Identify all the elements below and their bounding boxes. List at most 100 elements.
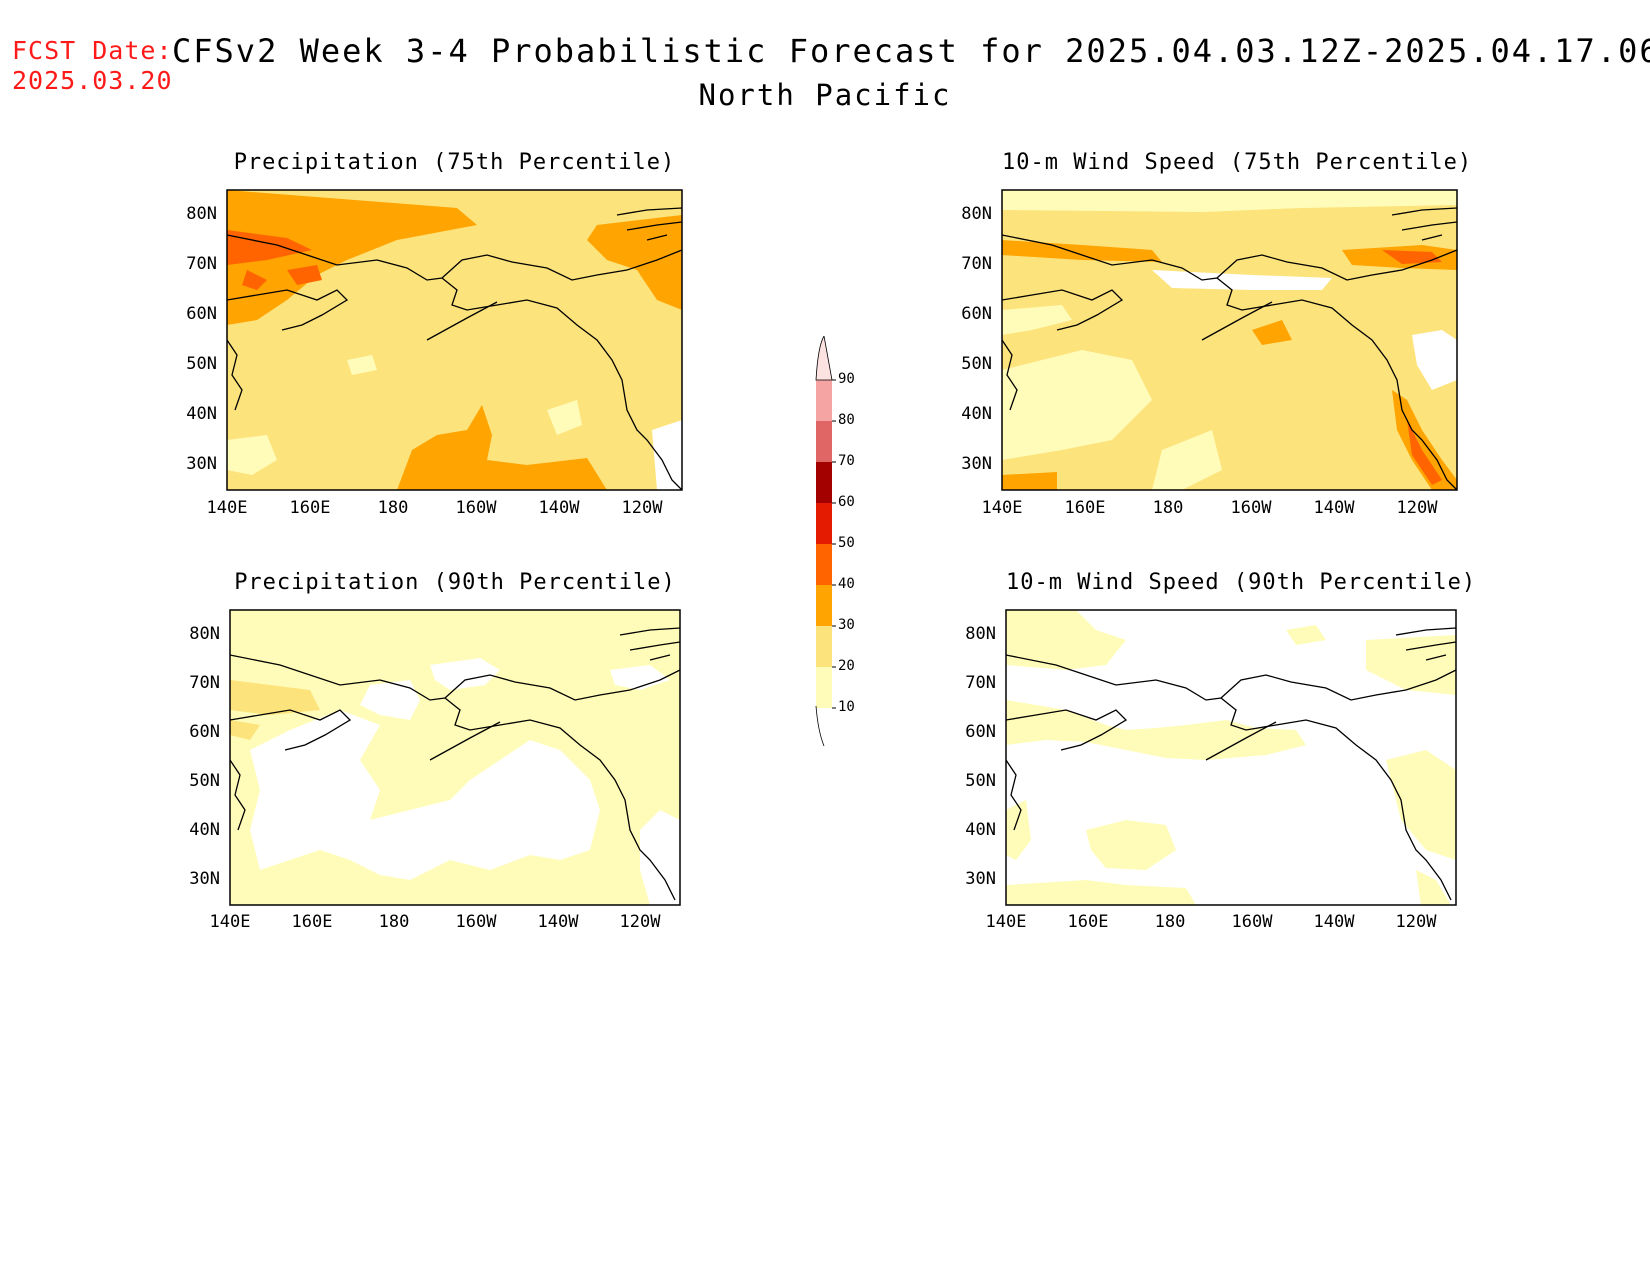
contour-0-se <box>652 420 682 490</box>
map-frame <box>226 189 683 491</box>
lon-tick: 140E <box>209 912 251 932</box>
precip-75-map <box>226 189 683 491</box>
contour-40-coast <box>1407 420 1442 485</box>
lon-tick: 140W <box>537 912 579 932</box>
lon-tick: 180 <box>377 498 409 518</box>
contour-10-spot <box>1286 625 1326 645</box>
lon-tick: 160W <box>455 498 497 518</box>
colorbar-band <box>816 503 832 544</box>
lon-tick: 160W <box>1230 498 1272 518</box>
lon-tick: 140W <box>1313 912 1355 932</box>
lon-tick: 120W <box>1395 912 1437 932</box>
colorbar-label: 10 <box>838 699 855 715</box>
coastline <box>1005 627 1457 901</box>
contour-30-east <box>587 215 682 310</box>
lon-tick: 160E <box>1067 912 1109 932</box>
contour-30-south <box>397 405 607 490</box>
colorbar-label: 60 <box>838 494 855 510</box>
map-panel-precip-90: Precipitation (90th Percentile) 80N 70N … <box>189 570 681 932</box>
contour-10-ne <box>1366 635 1456 695</box>
lat-tick: 70N <box>189 673 220 693</box>
contour-10-se <box>1416 870 1451 905</box>
colorbar-band <box>816 667 832 708</box>
contour-10-mid <box>1086 820 1176 870</box>
lat-tick: 70N <box>965 673 996 693</box>
lat-tick: 40N <box>961 404 992 424</box>
lon-tick: 180 <box>1152 498 1184 518</box>
lon-tick: 160E <box>291 912 333 932</box>
map-panel-precip-75: Precipitation (75th Percentile) 80N 70N … <box>186 150 683 518</box>
lat-tick: 50N <box>189 771 220 791</box>
coastline <box>226 207 683 491</box>
coastline <box>1001 207 1458 491</box>
lon-tick: 120W <box>1396 498 1438 518</box>
contour-40-spot <box>242 270 267 290</box>
forecast-date-block: FCST Date: 2025.03.20 <box>12 36 173 96</box>
lon-tick: 140E <box>981 498 1023 518</box>
lat-tick: 80N <box>189 624 220 644</box>
lon-tick: 180 <box>378 912 410 932</box>
lat-tick: 30N <box>186 454 217 474</box>
lon-tick: 120W <box>621 498 663 518</box>
contour-10-nw <box>1006 610 1126 670</box>
panel-title: Precipitation (90th Percentile) <box>234 570 676 595</box>
lon-tick: 160E <box>289 498 331 518</box>
lon-tick: 160W <box>455 912 497 932</box>
contour-10-west <box>1002 305 1072 335</box>
lat-tick: 50N <box>961 354 992 374</box>
lon-tick: 160E <box>1064 498 1106 518</box>
region-subtitle: North Pacific <box>0 78 1650 112</box>
contour-0-east <box>610 665 670 690</box>
contour-10-band <box>1006 700 1306 760</box>
lat-tick: 80N <box>961 204 992 224</box>
lat-tick: 60N <box>186 304 217 324</box>
lon-tick: 140W <box>538 498 580 518</box>
lon-tick: 180 <box>1154 912 1186 932</box>
lon-tick: 140W <box>1313 498 1355 518</box>
contour-10-north <box>1002 190 1457 212</box>
lat-tick: 30N <box>965 869 996 889</box>
lon-tick: 160W <box>1231 912 1273 932</box>
colorbar-bottom-cap <box>815 705 825 746</box>
contour-40-spot <box>287 265 322 285</box>
contour-0-se <box>640 810 680 905</box>
lat-tick: 30N <box>961 454 992 474</box>
lat-tick: 30N <box>189 869 220 889</box>
region-subtitle-text: North Pacific <box>698 78 952 112</box>
coastline <box>229 627 681 901</box>
lon-tick: 120W <box>619 912 661 932</box>
contour-10-west <box>1006 800 1031 860</box>
colorbar-band <box>816 380 832 421</box>
contour-30-sw <box>1002 472 1057 490</box>
contour-40-east <box>1382 250 1442 264</box>
contour-20-west <box>230 680 320 715</box>
colorbar-label: 20 <box>838 658 855 674</box>
colorbar-label: 50 <box>838 535 855 551</box>
colorbar-label: 80 <box>838 412 855 428</box>
contour-0-bering <box>360 680 420 720</box>
lat-tick: 60N <box>961 304 992 324</box>
colorbar-label: 70 <box>838 453 855 469</box>
colorbar-label: 90 <box>838 371 855 387</box>
lat-tick: 50N <box>186 354 217 374</box>
map-panel-wind-90: 10-m Wind Speed (90th Percentile) 80N 70… <box>965 570 1475 932</box>
map-panel-wind-75: 10-m Wind Speed (75th Percentile) 80N 70… <box>961 150 1471 518</box>
lat-tick: 40N <box>189 820 220 840</box>
map-frame <box>1005 609 1457 906</box>
contour-0-bering <box>1152 270 1332 290</box>
contour-10-s <box>1152 430 1222 490</box>
lat-tick: 40N <box>186 404 217 424</box>
contour-10-sw <box>227 435 277 475</box>
colorbar-band <box>816 544 832 585</box>
lat-tick: 40N <box>965 820 996 840</box>
colorbar-bands <box>816 379 836 709</box>
lat-tick: 50N <box>965 771 996 791</box>
contour-30-gulf <box>1252 320 1292 345</box>
forecast-date-label: FCST Date: <box>12 36 173 65</box>
map-frame <box>229 609 681 906</box>
lat-tick: 60N <box>189 722 220 742</box>
colorbar-band <box>816 462 832 503</box>
colorbar-label: 40 <box>838 576 855 592</box>
wind-90-map <box>1005 609 1457 906</box>
lat-tick: 80N <box>965 624 996 644</box>
